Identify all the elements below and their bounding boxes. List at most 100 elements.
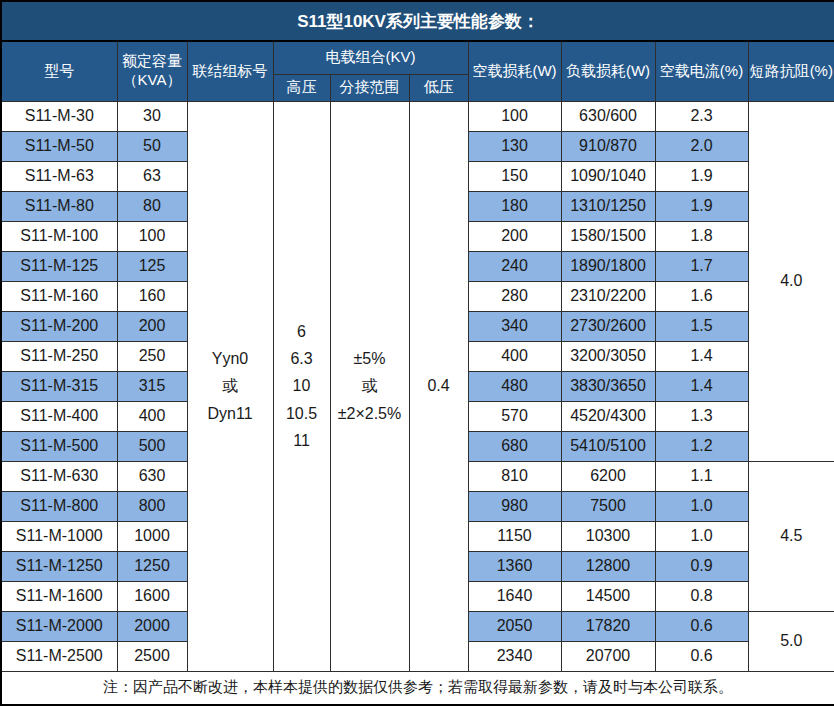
cell-load-loss: 3200/3050 (561, 341, 655, 371)
cell-no-load-current: 1.1 (655, 461, 748, 491)
cell-rated-capacity: 315 (117, 371, 187, 401)
col-header-connection-group: 联结组标号 (187, 41, 273, 101)
cell-rated-capacity: 50 (117, 131, 187, 161)
col-header-no-load-current: 空载电流(%) (655, 41, 748, 101)
cell-load-loss: 14500 (561, 581, 655, 611)
cell-no-load-current: 1.6 (655, 281, 748, 311)
cell-model: S11-M-2500 (1, 641, 117, 671)
cell-no-load-current: 1.7 (655, 251, 748, 281)
cell-load-loss: 4520/4300 (561, 401, 655, 431)
cell-no-load-current: 0.9 (655, 551, 748, 581)
col-header-short-circuit-impedance: 短路抗阻(%) (748, 41, 834, 101)
cell-short-circuit-impedance: 4.0 (748, 101, 834, 461)
cell-model: S11-M-50 (1, 131, 117, 161)
cell-no-load-loss: 570 (468, 401, 561, 431)
cell-no-load-current: 0.6 (655, 641, 748, 671)
cell-rated-capacity: 30 (117, 101, 187, 131)
cell-connection-group: Yyn0 或 Dyn11 (187, 101, 273, 671)
cell-no-load-loss: 100 (468, 101, 561, 131)
cell-no-load-current: 1.3 (655, 401, 748, 431)
cell-model: S11-M-800 (1, 491, 117, 521)
cell-no-load-current: 0.6 (655, 611, 748, 641)
cell-no-load-loss: 280 (468, 281, 561, 311)
header-row-1: 型号 额定容量 （KVA） 联结组标号 电载组合(KV) 空载损耗(W) 负载损… (1, 41, 834, 74)
cell-model: S11-M-250 (1, 341, 117, 371)
col-header-low-voltage: 低压 (409, 74, 468, 101)
footer-note: 注：因产品不断改进，本样本提供的数据仅供参考；若需取得最新参数，请及时与本公司联… (1, 671, 834, 705)
cell-model: S11-M-1250 (1, 551, 117, 581)
page-title: S11型10KV系列主要性能参数： (1, 1, 834, 41)
cell-model: S11-M-125 (1, 251, 117, 281)
cell-load-loss: 2730/2600 (561, 311, 655, 341)
cell-no-load-loss: 150 (468, 161, 561, 191)
cell-rated-capacity: 800 (117, 491, 187, 521)
cell-rated-capacity: 80 (117, 191, 187, 221)
cell-short-circuit-impedance: 5.0 (748, 611, 834, 671)
cell-load-loss: 630/600 (561, 101, 655, 131)
cell-no-load-loss: 180 (468, 191, 561, 221)
cell-rated-capacity: 400 (117, 401, 187, 431)
cell-rated-capacity: 500 (117, 431, 187, 461)
table-body: S11-M-3030Yyn0 或 Dyn116 6.3 10 10.5 11±5… (1, 101, 834, 671)
cell-load-loss: 10300 (561, 521, 655, 551)
cell-load-loss: 7500 (561, 491, 655, 521)
col-header-model: 型号 (1, 41, 117, 101)
cell-no-load-current: 0.8 (655, 581, 748, 611)
cell-load-loss: 1580/1500 (561, 221, 655, 251)
cell-model: S11-M-400 (1, 401, 117, 431)
cell-load-loss: 1890/1800 (561, 251, 655, 281)
cell-tap-range: ±5% 或 ±2×2.5% (330, 101, 409, 671)
cell-load-loss: 1090/1040 (561, 161, 655, 191)
cell-no-load-loss: 480 (468, 371, 561, 401)
cell-no-load-loss: 1640 (468, 581, 561, 611)
col-header-load-loss: 负载损耗(W) (561, 41, 655, 101)
cell-model: S11-M-500 (1, 431, 117, 461)
cell-low-voltage: 0.4 (409, 101, 468, 671)
cell-model: S11-M-160 (1, 281, 117, 311)
cell-rated-capacity: 63 (117, 161, 187, 191)
cell-no-load-current: 1.0 (655, 521, 748, 551)
cell-rated-capacity: 630 (117, 461, 187, 491)
cell-no-load-current: 1.9 (655, 161, 748, 191)
cell-load-loss: 1310/1250 (561, 191, 655, 221)
cell-load-loss: 910/870 (561, 131, 655, 161)
table-row: S11-M-3030Yyn0 或 Dyn116 6.3 10 10.5 11±5… (1, 101, 834, 131)
cell-model: S11-M-80 (1, 191, 117, 221)
cell-no-load-current: 1.2 (655, 431, 748, 461)
col-header-tap-range: 分接范围 (330, 74, 409, 101)
cell-load-loss: 6200 (561, 461, 655, 491)
cell-no-load-loss: 240 (468, 251, 561, 281)
cell-no-load-current: 2.3 (655, 101, 748, 131)
cell-model: S11-M-315 (1, 371, 117, 401)
cell-rated-capacity: 1000 (117, 521, 187, 551)
cell-rated-capacity: 1250 (117, 551, 187, 581)
cell-no-load-current: 1.8 (655, 221, 748, 251)
cell-no-load-loss: 680 (468, 431, 561, 461)
cell-rated-capacity: 125 (117, 251, 187, 281)
cell-no-load-loss: 200 (468, 221, 561, 251)
cell-no-load-current: 2.0 (655, 131, 748, 161)
cell-load-loss: 5410/5100 (561, 431, 655, 461)
cell-no-load-loss: 2050 (468, 611, 561, 641)
cell-no-load-loss: 340 (468, 311, 561, 341)
col-header-high-voltage: 高压 (273, 74, 330, 101)
cell-no-load-loss: 1150 (468, 521, 561, 551)
cell-load-loss: 17820 (561, 611, 655, 641)
cell-rated-capacity: 250 (117, 341, 187, 371)
spec-table: S11型10KV系列主要性能参数： 型号 额定容量 （KVA） 联结组标号 电载… (0, 0, 834, 706)
cell-short-circuit-impedance: 4.5 (748, 461, 834, 611)
cell-load-loss: 20700 (561, 641, 655, 671)
cell-no-load-current: 1.5 (655, 311, 748, 341)
cell-model: S11-M-63 (1, 161, 117, 191)
footer-row: 注：因产品不断改进，本样本提供的数据仅供参考；若需取得最新参数，请及时与本公司联… (1, 671, 834, 705)
cell-model: S11-M-2000 (1, 611, 117, 641)
rated-capacity-label-line1: 额定容量 (118, 52, 187, 71)
cell-rated-capacity: 200 (117, 311, 187, 341)
cell-no-load-loss: 2340 (468, 641, 561, 671)
cell-model: S11-M-200 (1, 311, 117, 341)
cell-high-voltage: 6 6.3 10 10.5 11 (273, 101, 330, 671)
col-header-no-load-loss: 空载损耗(W) (468, 41, 561, 101)
cell-no-load-current: 1.9 (655, 191, 748, 221)
cell-model: S11-M-630 (1, 461, 117, 491)
cell-model: S11-M-1600 (1, 581, 117, 611)
